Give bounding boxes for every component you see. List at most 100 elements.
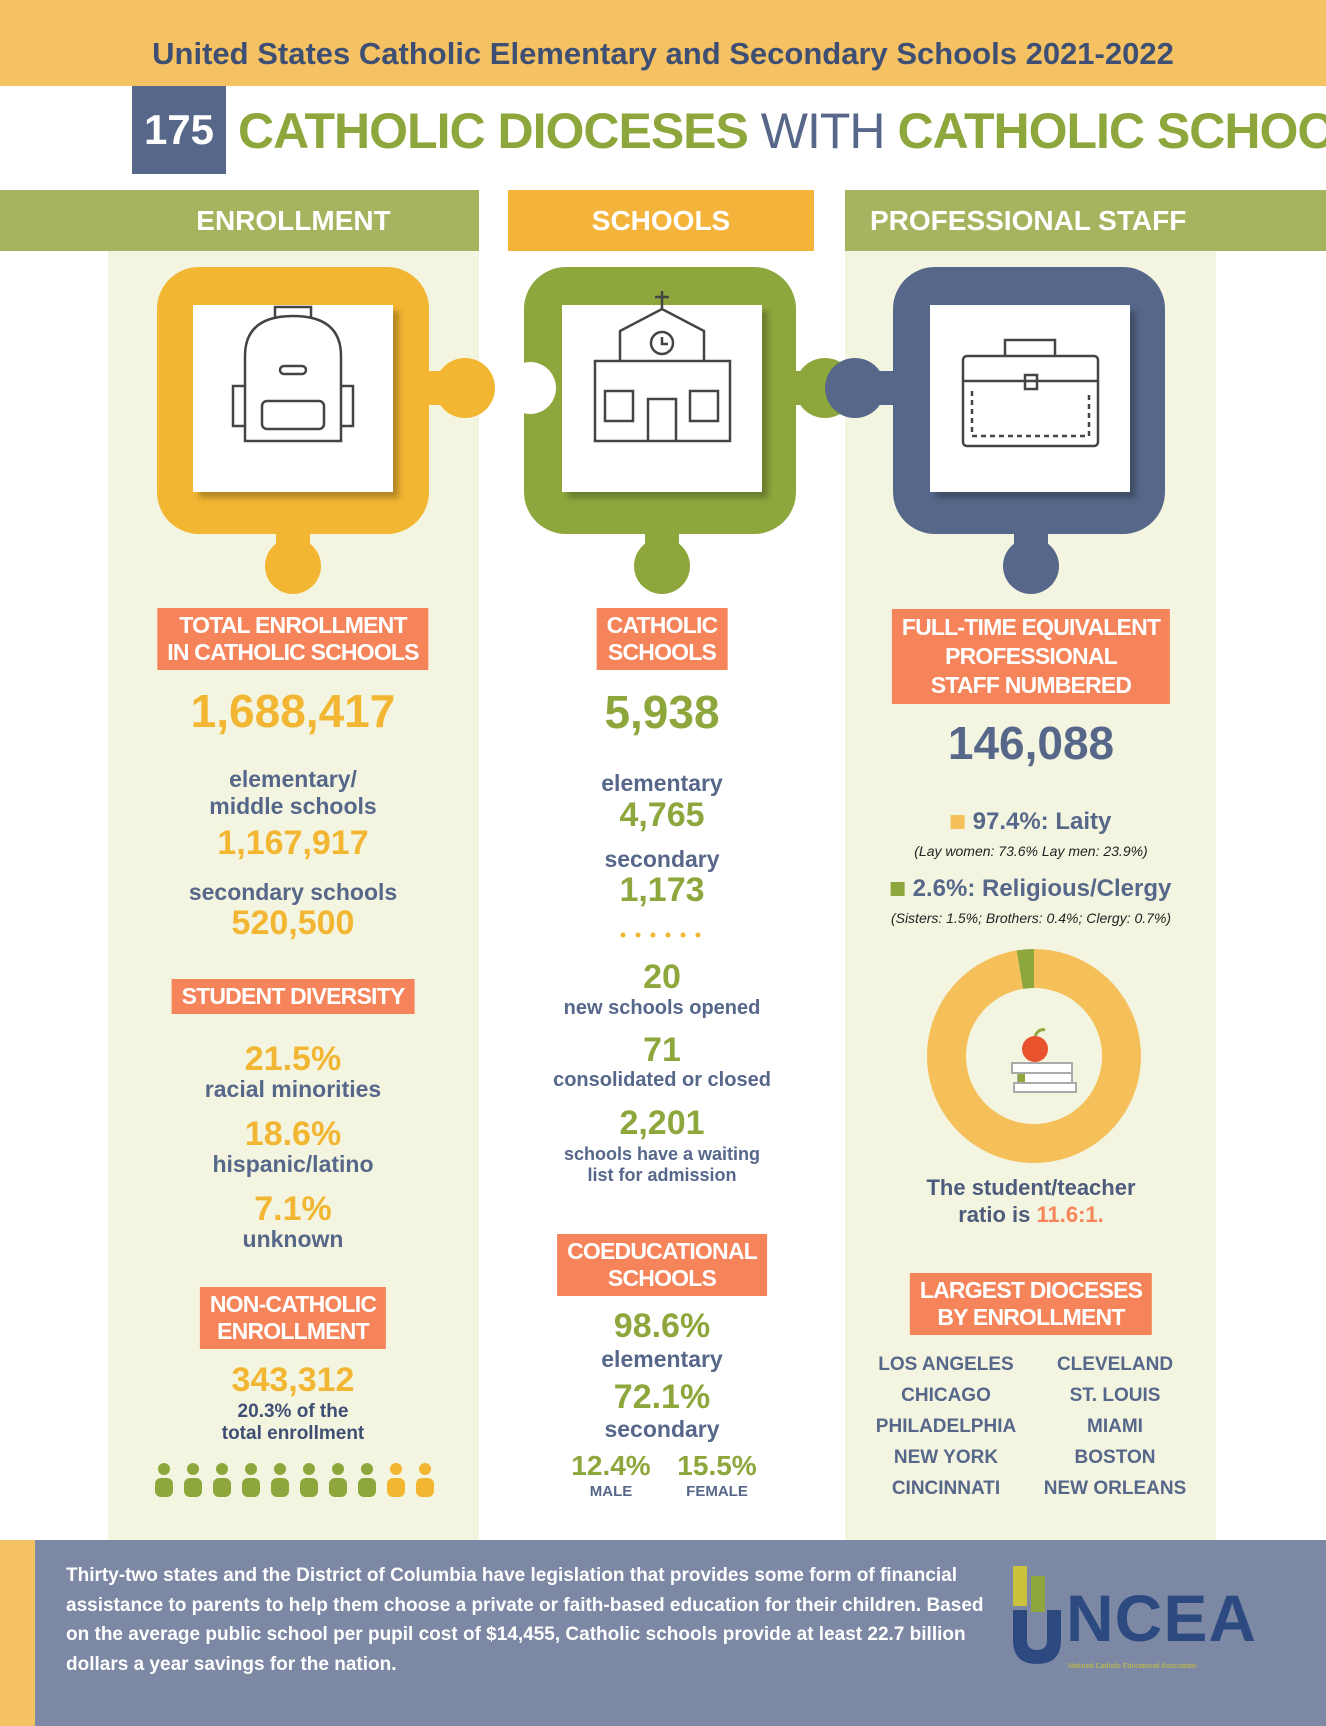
footer-strip: [0, 1540, 35, 1726]
label-box: COEDUCATIONAL SCHOOLS: [557, 1234, 767, 1296]
legend-label: 97.4%: Laity: [972, 808, 1112, 835]
label-box: LARGEST DIOCESES BY ENROLLMENT: [909, 1273, 1153, 1335]
label-box: FULL-TIME EQUIVALENT PROFESSIONAL STAFF NU…: [891, 609, 1171, 704]
stat: 5,938: [604, 686, 720, 738]
stat-label: new schools opened: [563, 997, 761, 1019]
stat-label: elementary: [601, 770, 723, 796]
label-line: ratio is 11.6:1.: [926, 1201, 1135, 1228]
label-line: LARGEST DIOCESES: [919, 1277, 1143, 1303]
footer-segment: a year savings for the nation.: [128, 1653, 397, 1675]
stat: 1,167,917: [217, 824, 369, 862]
stat-label: 20.3% of the total enrollment: [222, 1401, 365, 1445]
label-line: middle schools: [209, 793, 377, 819]
label-line: elementary/: [229, 766, 357, 792]
footer-text: Thirty-two states and the District of Co…: [66, 1561, 1001, 1679]
legend-label: 2.6%: Religious/Clergy: [912, 875, 1172, 902]
donut-segment: [1016, 949, 1034, 989]
legend-swatch: [890, 882, 905, 896]
stat-label: secondary: [604, 846, 720, 872]
label-line: COEDUCATIONAL: [567, 1238, 758, 1264]
stat: 20: [643, 958, 681, 996]
heading-part: CATHOLIC SCHOOLS: [897, 103, 1326, 159]
stat: 1,173: [619, 871, 705, 909]
diocese: CLEVELAND: [1056, 1354, 1174, 1375]
label-box: CATHOLIC SCHOOLS: [596, 608, 728, 670]
label-line: FULL-TIME EQUIVALENT: [901, 614, 1161, 640]
legend-detail: (Lay women: 73.6% Lay men: 23.9%): [914, 843, 1148, 859]
stat-label: secondary: [604, 1416, 720, 1442]
label-line: SCHOOLS: [607, 639, 717, 665]
footer-highlight: 22.7 billion dollars: [66, 1624, 966, 1675]
logo: NCEA: [1066, 1581, 1258, 1655]
label-line: schools have a waiting: [563, 1144, 761, 1164]
legend-swatch: [950, 815, 965, 829]
label-line: IN CATHOLIC SCHOOLS: [167, 639, 419, 665]
stat-label: unknown: [242, 1226, 344, 1252]
stat: 18.6%: [244, 1115, 342, 1153]
stat-label: elementary: [601, 1346, 723, 1372]
footer-highlight: $14,455,: [486, 1624, 561, 1645]
label-line: ENROLLMENT: [217, 1318, 370, 1344]
diocese: NEW YORK: [893, 1447, 999, 1468]
stat: 7.1%: [254, 1190, 332, 1228]
stat: 98.6%: [613, 1307, 711, 1345]
stat-label: racial minorities: [204, 1076, 382, 1102]
column-header: PROFESSIONAL STAFF: [845, 190, 1326, 251]
column-header: SCHOOLS: [508, 190, 814, 251]
diocese: ST. LOUIS: [1069, 1385, 1161, 1406]
label-line: total enrollment: [221, 1423, 365, 1444]
stat: 1,688,417: [190, 685, 396, 737]
label-box: TOTAL ENROLLMENT IN CATHOLIC SCHOOLS: [157, 608, 429, 670]
stat: 71: [643, 1031, 681, 1069]
stat: 2,201: [619, 1104, 705, 1142]
label-line: list for admission: [587, 1165, 737, 1185]
label-line: 20.3% of the: [237, 1401, 349, 1422]
stat: 520,500: [231, 904, 355, 942]
stat: 4,765: [619, 796, 705, 834]
footer-segment: Catholic schools provide at least: [560, 1624, 868, 1645]
stat-label: schools have a waiting list for admission: [564, 1144, 760, 1186]
diocese: PHILADELPHIA: [875, 1416, 1017, 1437]
stat-label: hispanic/latino: [212, 1151, 374, 1177]
ratio-prefix: ratio is: [958, 1202, 1031, 1227]
logo-mark: [1013, 1566, 1061, 1664]
stat: 343,312: [231, 1361, 355, 1399]
label-line: TOTAL ENROLLMENT: [179, 612, 407, 638]
stat: 15.5%: [677, 1450, 757, 1481]
label-line: NON-CATHOLIC: [209, 1291, 377, 1317]
donut-segment: [927, 949, 1141, 1163]
diocese: NEW ORLEANS: [1043, 1478, 1187, 1499]
dots: [620, 932, 701, 938]
count: 175: [132, 86, 226, 174]
diocese: CINCINNATI: [891, 1478, 1001, 1499]
ratio-value: 11.6:1.: [1036, 1202, 1104, 1227]
people-icons: [155, 1463, 434, 1497]
diocese: BOSTON: [1074, 1447, 1156, 1468]
stat-label: consolidated or closed: [553, 1069, 771, 1091]
diocese: CHICAGO: [901, 1385, 991, 1406]
heading-part: WITH: [760, 103, 886, 159]
stat-label: MALE: [589, 1483, 633, 1500]
stat-label: elementary/middle schools: [209, 766, 376, 820]
title: United States Catholic Elementary and Se…: [152, 36, 1174, 71]
stat-label: secondary schools: [188, 879, 398, 905]
label-line: BY ENROLLMENT: [937, 1304, 1125, 1330]
footer: [0, 1540, 1326, 1726]
ratio-text: The student/teacher ratio is 11.6:1.: [926, 1174, 1135, 1228]
column-header: ENROLLMENT: [0, 190, 479, 251]
label-line: PROFESSIONAL: [945, 643, 1118, 669]
stat: 12.4%: [571, 1450, 651, 1481]
heading: CATHOLIC DIOCESES WITH CATHOLIC SCHOOLS: [238, 102, 1326, 160]
footer-segment: Thirty-two states and the District of Co…: [66, 1565, 984, 1645]
label-line: CATHOLIC: [606, 612, 719, 638]
label-box: NON-CATHOLIC ENROLLMENT: [199, 1287, 387, 1349]
stat: 72.1%: [613, 1378, 711, 1416]
label-line: STAFF NUMBERED: [930, 672, 1132, 698]
legend-entry: 2.6%: Religious/Clergy: [890, 875, 1172, 903]
label-box: STUDENT DIVERSITY: [171, 979, 415, 1014]
puzzle-icons: [157, 267, 1165, 594]
heading-part: CATHOLIC DIOCESES: [238, 103, 749, 159]
donut: [927, 949, 1141, 1163]
legend-detail: (Sisters: 1.5%; Brothers: 0.4%; Clergy: …: [890, 910, 1172, 926]
